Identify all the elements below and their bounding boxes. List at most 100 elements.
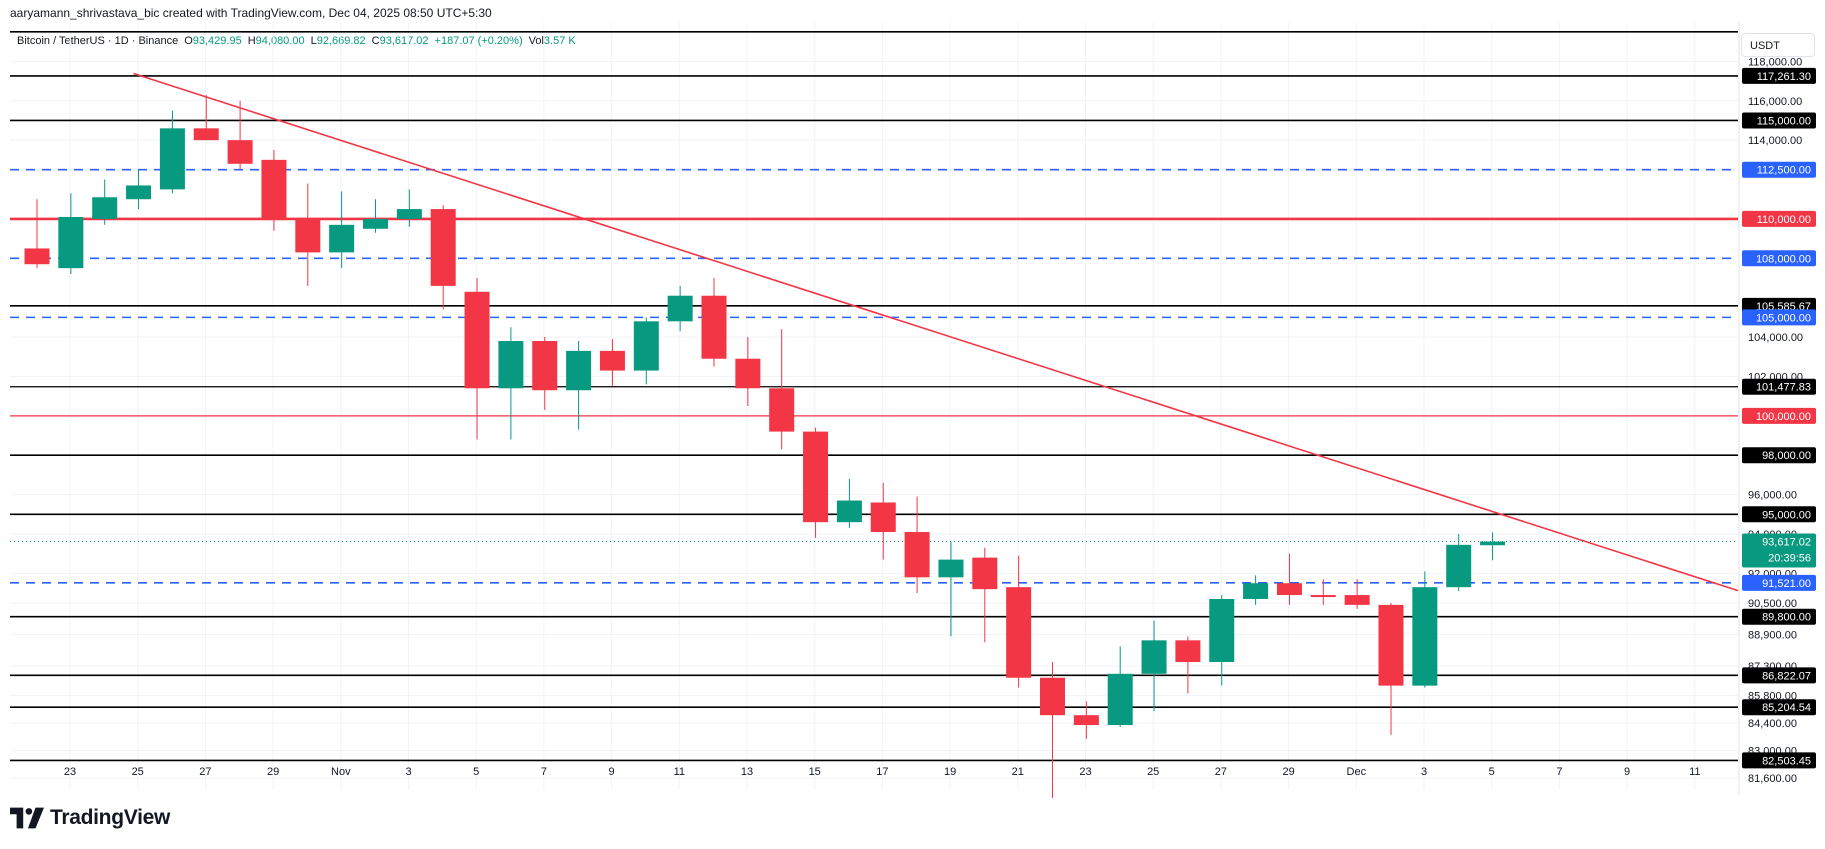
candle-body xyxy=(430,209,456,286)
price-level-badge: 85,204.54 xyxy=(1742,699,1816,716)
candle-body xyxy=(1209,598,1235,662)
candle xyxy=(396,189,422,227)
candle xyxy=(938,541,964,637)
y-tick-label: 84,400.00 xyxy=(1748,718,1797,730)
candle xyxy=(599,339,625,387)
x-tick-label: 25 xyxy=(1147,766,1159,778)
candle-body xyxy=(1006,587,1032,678)
candle-body xyxy=(667,295,693,322)
badge-bg xyxy=(1742,608,1816,625)
candle-body xyxy=(1310,595,1336,598)
price-level-badge: 112,500.00 xyxy=(1742,161,1816,178)
candle-body xyxy=(870,502,896,533)
badge-label: 86,822.07 xyxy=(1762,670,1811,682)
badge-label: 117,261.30 xyxy=(1757,71,1811,83)
candle xyxy=(532,337,558,410)
candle xyxy=(870,482,896,560)
badge-bg xyxy=(1742,667,1816,684)
x-tick-label: 27 xyxy=(1215,766,1227,778)
tradingview-brand[interactable]: TradingView xyxy=(10,806,170,830)
candle-body xyxy=(329,224,355,253)
candle-body xyxy=(1446,544,1472,588)
candle-body xyxy=(363,218,388,229)
candle-body xyxy=(193,128,219,141)
volume-value: 3.57 K xyxy=(543,35,576,47)
candle-body xyxy=(1378,604,1404,686)
x-tick-label: 29 xyxy=(267,766,279,778)
candle xyxy=(701,278,727,367)
candle-body xyxy=(24,248,50,265)
candle xyxy=(1073,701,1099,739)
currency-selector[interactable]: USDT xyxy=(1741,33,1815,57)
x-tick-label: 25 xyxy=(132,766,144,778)
candle-body xyxy=(1175,640,1201,662)
candle xyxy=(769,329,795,450)
badge-bg xyxy=(1742,506,1816,523)
x-tick-label: Dec xyxy=(1347,766,1367,778)
badge-bg xyxy=(1742,752,1816,769)
candle-body xyxy=(701,295,727,359)
candle xyxy=(1310,579,1336,605)
candle xyxy=(836,478,862,529)
candle-body xyxy=(633,321,659,371)
high-label: H xyxy=(247,35,256,47)
badge-label: 112,500.00 xyxy=(1757,165,1811,177)
candle xyxy=(1378,602,1404,735)
price-level-badge: 89,800.00 xyxy=(1742,608,1816,625)
candle-body xyxy=(295,218,321,253)
price-level-badge: 108,000.00 xyxy=(1742,250,1816,267)
x-tick-label: 9 xyxy=(609,766,615,778)
candle xyxy=(1344,579,1370,609)
candle xyxy=(126,169,152,210)
x-tick-label: 13 xyxy=(741,766,753,778)
candle-body xyxy=(159,128,185,190)
badge-bg xyxy=(1742,161,1816,178)
candle xyxy=(735,337,761,406)
low-label: L xyxy=(310,35,317,47)
badge-label: 91,521.00 xyxy=(1762,578,1811,590)
badge-label: 98,000.00 xyxy=(1762,450,1811,462)
candle-body xyxy=(92,197,118,219)
candle-body xyxy=(1040,677,1065,716)
high-value: 94,080.00 xyxy=(255,35,305,47)
x-tick-label: 7 xyxy=(1556,766,1562,778)
candle xyxy=(24,199,50,269)
change-value: +187.07 (+0.20%) xyxy=(434,35,523,47)
candle xyxy=(363,199,388,233)
badge-label: 105,000.00 xyxy=(1756,312,1811,324)
candle-body xyxy=(938,559,964,578)
price-level-badge: 98,000.00 xyxy=(1742,447,1816,464)
candle xyxy=(972,547,998,643)
badge-bg xyxy=(1742,699,1816,716)
candle xyxy=(1006,555,1032,688)
badge-label: 82,503.45 xyxy=(1762,755,1811,767)
price-level-badge: 86,822.07 xyxy=(1742,667,1816,684)
badge-bg xyxy=(1742,407,1816,424)
candle-body xyxy=(498,341,524,389)
candle-body xyxy=(735,358,761,389)
candle xyxy=(1243,575,1269,605)
y-tick-label: 88,900.00 xyxy=(1748,629,1797,641)
badge-bg xyxy=(1742,67,1816,84)
candle-body xyxy=(1480,541,1506,546)
current-price-label: 93,617.02 xyxy=(1762,537,1811,549)
candle xyxy=(498,327,524,440)
badge-bg xyxy=(1742,250,1816,267)
y-tick-label: 81,600.00 xyxy=(1748,773,1797,785)
candle xyxy=(803,427,829,538)
x-tick-label: 29 xyxy=(1282,766,1294,778)
badge-bg xyxy=(1742,309,1816,326)
badge-label: 108,000.00 xyxy=(1756,253,1811,265)
badge-label: 110,000.00 xyxy=(1757,214,1811,226)
candle-body xyxy=(1141,640,1167,674)
y-tick-label: 114,000.00 xyxy=(1748,135,1802,147)
x-tick-label: 7 xyxy=(541,766,547,778)
candle xyxy=(295,183,321,286)
price-level-badge: 91,521.00 xyxy=(1742,574,1816,591)
candle xyxy=(1480,532,1506,561)
candle-body xyxy=(904,532,930,578)
candle xyxy=(633,317,659,385)
x-tick-label: 11 xyxy=(674,766,685,778)
price-chart[interactable]: 23 25 27 29 Nov 3 5 7 9 11 13 15 17 19 21 23 25 27 29 Dec 3 5… xyxy=(0,0,1825,800)
candle xyxy=(329,191,355,269)
